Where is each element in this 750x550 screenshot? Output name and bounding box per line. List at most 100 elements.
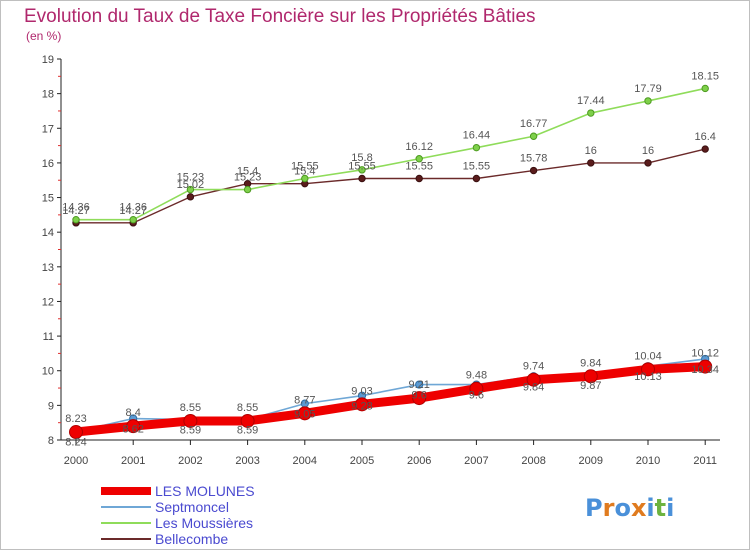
- y-tick-label: 12: [42, 296, 54, 308]
- data-label-bellecombe: 15.55: [463, 160, 491, 172]
- data-label-les-moussi-res: 14.36: [62, 202, 90, 214]
- data-point-bellecombe: [701, 145, 709, 153]
- data-label-les-moussi-res: 15.55: [291, 160, 319, 172]
- data-label-les-moussi-res: 16.44: [463, 130, 491, 142]
- data-point-les-molunes: [297, 406, 312, 421]
- data-point-les-molunes: [526, 372, 541, 387]
- data-point-les-molunes: [240, 413, 255, 428]
- data-point-les-molunes: [583, 369, 598, 384]
- data-point-bellecombe: [529, 166, 538, 175]
- data-label-les-molunes: 8.4: [126, 407, 141, 419]
- data-label-septmoncel: 10.34: [691, 364, 719, 376]
- y-tick-label: 17: [42, 123, 54, 135]
- data-label-septmoncel: 9.6: [412, 390, 427, 402]
- x-tick-label: 2006: [407, 455, 431, 467]
- data-point-les-molunes: [183, 413, 198, 428]
- data-point-les-moussi-res: [72, 216, 80, 224]
- data-label-septmoncel: 9.6: [469, 390, 484, 402]
- data-label-les-moussi-res: 14.36: [119, 202, 147, 214]
- series-line-les-moussi-res: [75, 87, 707, 221]
- data-label-bellecombe: 16: [642, 145, 654, 157]
- data-label-les-molunes: 8.55: [237, 402, 258, 414]
- series-line-bellecombe: [75, 148, 706, 224]
- proxiti-logo: Proxiti: [585, 494, 674, 522]
- data-point-les-molunes: [355, 397, 369, 412]
- data-label-les-moussi-res: 17.79: [634, 83, 662, 95]
- y-tick-label: 18: [42, 89, 54, 101]
- data-point-septmoncel: [415, 380, 424, 389]
- x-tick-label: 2000: [64, 455, 88, 467]
- data-label-les-moussi-res: 15.23: [177, 172, 205, 184]
- data-point-les-moussi-res: [129, 216, 137, 224]
- x-tick-label: 2007: [464, 455, 488, 467]
- data-label-les-moussi-res: 15.23: [234, 172, 262, 184]
- data-point-bellecombe: [644, 159, 652, 167]
- y-tick-label: 16: [42, 158, 54, 170]
- y-tick-label: 13: [42, 262, 54, 274]
- data-point-bellecombe: [186, 193, 195, 201]
- legend-label-bellecombe: Bellecombe: [155, 531, 228, 547]
- data-label-bellecombe: 15.55: [405, 160, 433, 172]
- data-label-les-moussi-res: 16.12: [405, 141, 433, 153]
- y-tick-label: 8: [48, 435, 54, 447]
- data-point-les-molunes: [126, 419, 141, 434]
- x-tick-label: 2003: [235, 455, 259, 467]
- y-tick-label: 14: [42, 227, 54, 239]
- data-label-septmoncel: 10.13: [634, 371, 662, 383]
- data-point-bellecombe: [472, 174, 481, 183]
- data-label-les-moussi-res: 15.8: [351, 152, 372, 164]
- data-label-bellecombe: 15.4: [294, 166, 315, 178]
- data-label-les-molunes: 8.55: [180, 402, 201, 414]
- data-label-septmoncel: 9.05: [294, 409, 315, 421]
- data-label-les-molunes: 8.77: [294, 394, 315, 406]
- data-point-les-moussi-res: [472, 143, 481, 152]
- data-label-bellecombe: 14.27: [119, 205, 147, 217]
- logo-letter: i: [666, 494, 674, 522]
- data-point-les-molunes: [412, 391, 427, 406]
- data-label-septmoncel: 8.59: [180, 425, 201, 437]
- x-tick-label: 2001: [121, 455, 145, 467]
- data-label-les-moussi-res: 16.77: [520, 118, 548, 130]
- data-point-bellecombe: [587, 159, 595, 167]
- axes: 8 9 10 11 12 13 14 15 16 17 18 19 2000 2001 2002 2003 20…: [42, 54, 720, 467]
- data-label-septmoncel: 8.59: [237, 425, 258, 437]
- data-label-les-molunes: 9.48: [466, 370, 487, 382]
- series-line-les-molunes: [71, 362, 710, 437]
- proxiti-logo-text: Proxiti: [585, 494, 674, 522]
- legend-label-septmoncel: Septmoncel: [155, 499, 229, 515]
- data-point-les-moussi-res: [301, 174, 309, 183]
- data-label-bellecombe: 15.4: [237, 166, 258, 178]
- data-label-bellecombe: 16.4: [694, 131, 715, 143]
- data-label-les-molunes: 9.84: [580, 357, 601, 369]
- logo-letter: P: [585, 494, 603, 522]
- data-label-bellecombe: 15.02: [177, 179, 205, 191]
- x-tick-label: 2009: [579, 455, 603, 467]
- x-tick-label: 2004: [293, 455, 317, 467]
- logo-letter: o: [614, 494, 631, 522]
- logo-letter: r: [603, 494, 615, 522]
- data-point-bellecombe: [415, 174, 423, 183]
- legend-label-les-molunes: LES MOLUNES: [155, 483, 255, 499]
- data-label-septmoncel: 9.87: [580, 380, 601, 392]
- chart-title: Evolution du Taux de Taxe Foncière sur l…: [24, 6, 536, 27]
- data-point-bellecombe: [358, 174, 366, 183]
- data-point-les-moussi-res: [587, 109, 595, 117]
- chart-subtitle: (en %): [26, 29, 62, 43]
- data-label-les-moussi-res: 18.15: [691, 70, 719, 82]
- data-label-septmoncel: 8.62: [122, 424, 143, 436]
- data-label-les-molunes: 9.03: [351, 385, 372, 397]
- y-tick-label: 15: [42, 193, 54, 205]
- data-label-septmoncel: 9.28: [351, 401, 372, 413]
- logo-letter: i: [646, 494, 654, 522]
- y-tick-label: 11: [43, 331, 54, 343]
- y-tick-label: 19: [42, 54, 54, 66]
- data-label-les-molunes: 8.23: [65, 413, 86, 425]
- data-point-les-moussi-res: [186, 185, 195, 194]
- data-point-les-molunes: [69, 425, 83, 440]
- data-label-septmoncel: 9.84: [523, 381, 544, 393]
- x-tick-label: 2008: [521, 455, 545, 467]
